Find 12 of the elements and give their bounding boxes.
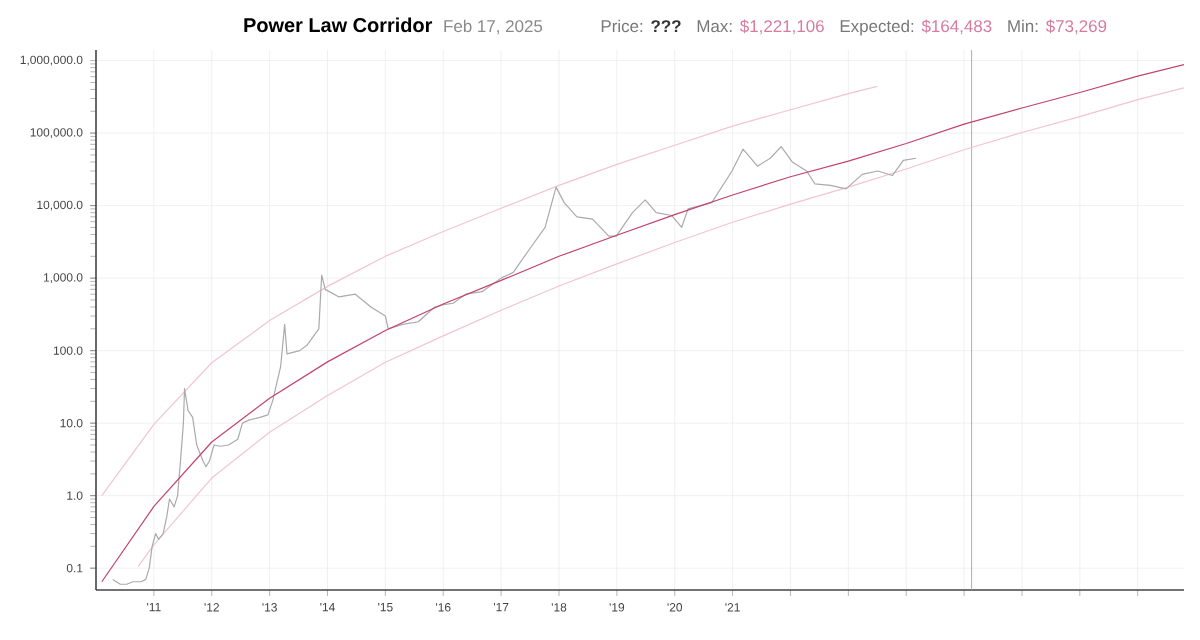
text: Min: [1008,19,1038,32]
text: Expected: [840,19,914,36]
line-series [101,85,878,497]
text: ??? [651,20,681,32]
text: $164,483 [921,19,992,35]
text: $1,221,106 [740,19,824,35]
text: $73,269 [1045,19,1107,35]
line-series [112,146,917,585]
text: Price: [601,19,643,33]
chart-title: Power Law Corridor [244,17,433,33]
text: Max: [697,20,732,33]
chart-subtitle: Feb 17, 2025 [444,19,543,35]
